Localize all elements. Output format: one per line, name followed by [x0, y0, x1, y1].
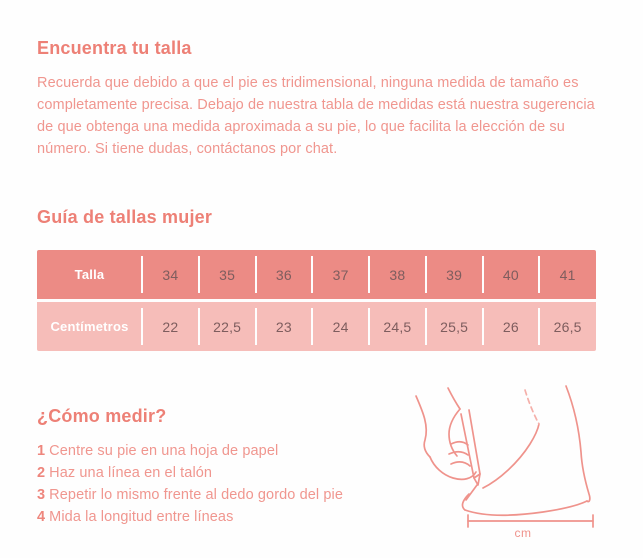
table-row-centimetros: Centímetros 22 22,5 23 24 24,5 25,5 26 2…: [37, 302, 596, 351]
step-number: 2: [37, 465, 46, 481]
size-value: 34: [141, 250, 199, 299]
measure-step-3: 3 Repetir lo mismo frente al dedo gordo d…: [37, 484, 605, 506]
size-value: 40: [481, 250, 540, 299]
cm-unit-label: cm: [515, 526, 532, 540]
size-table: Talla 34 35 36 37 38 39 40 41 Centímetro…: [37, 250, 596, 351]
size-value: 41: [538, 250, 596, 299]
foot-tracing-icon: cm: [415, 385, 594, 540]
how-to-measure-title: ¿Cómo medir?: [37, 406, 167, 426]
cm-value: 23: [254, 302, 313, 351]
cm-value: 24,5: [368, 302, 426, 351]
measure-step-2: 2 Haz una línea en el talón: [37, 462, 605, 484]
cm-value: 22: [141, 302, 199, 351]
step-text: Repetir lo mismo frente al dedo gordo de…: [49, 487, 344, 503]
measure-steps: 1 Centre su pie en una hoja de papel 2 Haz…: [37, 440, 605, 528]
step-text: Haz una línea en el talón: [49, 465, 213, 481]
cm-value: 24: [311, 302, 369, 351]
size-value: 36: [254, 250, 313, 299]
size-value: 37: [311, 250, 369, 299]
cm-value: 26,5: [538, 302, 596, 351]
table-row-talla: Talla 34 35 36 37 38 39 40 41: [37, 250, 596, 299]
find-your-size-title: Encuentra tu talla: [37, 38, 192, 58]
women-size-guide-title: Guía de tallas mujer: [37, 207, 213, 227]
cm-value: 26: [481, 302, 540, 351]
cm-value: 22,5: [197, 302, 256, 351]
cm-value: 25,5: [424, 302, 483, 351]
step-number: 1: [37, 443, 46, 459]
step-number: 4: [37, 509, 46, 525]
row-header-talla: Talla: [74, 267, 105, 282]
size-value: 35: [197, 250, 256, 299]
row-header-centimetros: Centímetros: [50, 319, 129, 334]
intro-paragraph: Recuerda que debido a que el pie es trid…: [37, 75, 595, 157]
measure-step-1: 1 Centre su pie en una hoja de papel: [37, 440, 605, 462]
measure-step-4: 4 Mida la longitud entre líneas: [37, 506, 605, 528]
size-value: 38: [368, 250, 426, 299]
foot-measuring-illustration: cm: [403, 382, 603, 544]
step-text: Mida la longitud entre líneas: [49, 509, 234, 525]
step-text: Centre su pie en una hoja de papel: [49, 443, 279, 459]
size-value: 39: [424, 250, 483, 299]
step-number: 3: [37, 487, 46, 503]
